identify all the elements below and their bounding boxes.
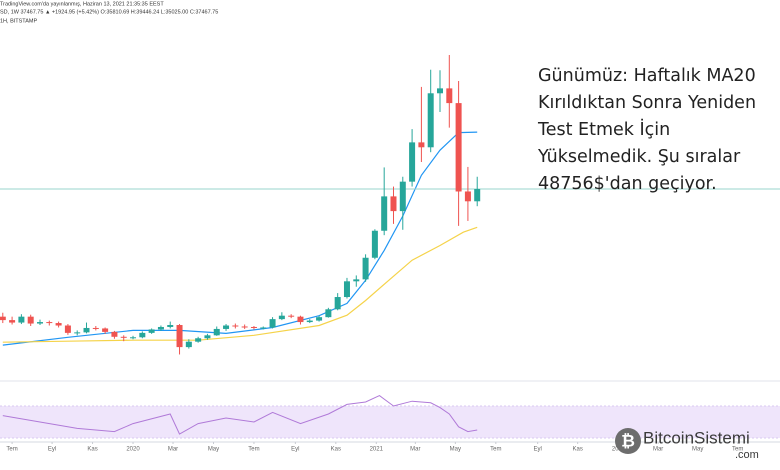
candle-body bbox=[278, 315, 285, 320]
candle-body bbox=[269, 319, 276, 328]
candle-body bbox=[130, 337, 137, 339]
annotation: Günümüz: Haftalık MA20 Kırıldıktan Sonra… bbox=[537, 66, 756, 194]
candle-body bbox=[139, 332, 146, 338]
candle-body bbox=[9, 320, 16, 323]
x-tick-label: May bbox=[450, 447, 461, 453]
rsi-line bbox=[2, 395, 478, 435]
candle-body bbox=[83, 327, 90, 333]
candle-body bbox=[250, 326, 257, 328]
candle-body bbox=[167, 325, 174, 327]
candle-body bbox=[64, 325, 71, 333]
header-ohlc: SD, 1W 37467.75 ▲ +1924.95 (+5.42%) O:35… bbox=[0, 9, 218, 15]
x-tick-label: May bbox=[208, 447, 219, 453]
candle-body bbox=[92, 327, 99, 329]
time-axis-strip bbox=[0, 442, 780, 470]
annotation-line: Günümüz: Haftalık MA20 bbox=[538, 66, 756, 86]
candle-body bbox=[474, 189, 481, 202]
candle-body bbox=[464, 191, 471, 202]
candle-body bbox=[316, 317, 323, 321]
header-published: TradingView.com'da yayınlanmış, Haziran … bbox=[0, 1, 164, 7]
x-tick-label: Kas bbox=[331, 447, 341, 453]
candle-body bbox=[27, 316, 34, 324]
x-tick-label: Mar bbox=[410, 447, 420, 453]
candle-body bbox=[213, 328, 220, 336]
rsi-band bbox=[0, 406, 780, 438]
x-tick-label: May bbox=[692, 447, 703, 453]
x-tick-label: Eyl bbox=[534, 447, 542, 453]
candle-body bbox=[409, 142, 416, 182]
logo-icon bbox=[615, 428, 641, 454]
price-panel bbox=[0, 54, 780, 355]
candle-body bbox=[399, 181, 406, 212]
candle-body bbox=[288, 315, 295, 317]
candle-body bbox=[74, 332, 81, 334]
candle-body bbox=[418, 142, 425, 148]
candle-body bbox=[176, 325, 183, 348]
candle-body bbox=[46, 322, 53, 324]
x-tick-label: 2020 bbox=[126, 447, 140, 453]
annotation-line: Test Etmek İçin bbox=[537, 119, 670, 140]
candle-body bbox=[390, 196, 397, 212]
candle-body bbox=[437, 88, 443, 94]
candle-body bbox=[55, 323, 62, 326]
candle-body bbox=[111, 331, 118, 337]
candle-body bbox=[157, 326, 164, 330]
candle-body bbox=[241, 326, 248, 328]
annotation-line: Kırıldıktan Sonra Yeniden bbox=[538, 93, 756, 113]
candle-body bbox=[343, 281, 350, 298]
header-indicator: 1H, BITSTAMP bbox=[0, 18, 38, 24]
x-tick-label: Mar bbox=[653, 447, 663, 453]
candle-body bbox=[260, 327, 267, 329]
candle-body bbox=[325, 309, 332, 318]
candle-body bbox=[362, 257, 369, 280]
x-tick-label: Mar bbox=[168, 447, 178, 453]
x-tick-label: 2021 bbox=[370, 447, 384, 453]
candle-body bbox=[334, 297, 341, 310]
x-tick-label: Tem bbox=[6, 447, 17, 453]
candle-body bbox=[195, 338, 202, 342]
candle-body bbox=[371, 230, 378, 258]
logo-icon-glyph: ₿ bbox=[621, 431, 635, 450]
logo-text: BitcoinSistemi bbox=[643, 428, 750, 447]
moving-average-line bbox=[2, 131, 478, 346]
moving-average-line bbox=[2, 226, 478, 343]
x-tick-label: Tem bbox=[490, 447, 501, 453]
candle-body bbox=[455, 103, 462, 192]
logo: ₿ BitcoinSistemi .com bbox=[615, 428, 759, 461]
x-tick-label: Tem bbox=[248, 447, 259, 453]
x-tick-label: Tem bbox=[732, 447, 743, 453]
logo-suffix: .com bbox=[735, 449, 759, 461]
candle-body bbox=[148, 329, 155, 333]
candle-body bbox=[37, 322, 43, 324]
candle-body bbox=[120, 336, 127, 338]
candle-body bbox=[297, 316, 304, 323]
x-tick-label: Kas bbox=[573, 447, 583, 453]
candle-body bbox=[204, 335, 211, 339]
candle-body bbox=[185, 341, 192, 348]
annotation-line: Yükselmedik. Şu sıralar bbox=[537, 147, 741, 167]
x-tick-label: Eyl bbox=[48, 447, 56, 453]
candle-body bbox=[446, 88, 453, 104]
candle-body bbox=[223, 325, 230, 329]
candle-body bbox=[102, 328, 109, 332]
candle-body bbox=[427, 93, 434, 148]
rsi-panel bbox=[0, 395, 780, 439]
candle-body bbox=[306, 320, 313, 323]
annotation-line: 48756$'dan geçiyor. bbox=[538, 174, 717, 194]
candle-body bbox=[18, 316, 25, 323]
x-tick-label: Kas bbox=[87, 447, 97, 453]
candle-body bbox=[232, 325, 239, 327]
candle-body bbox=[381, 196, 388, 231]
candle-body bbox=[353, 279, 360, 282]
candle-body bbox=[0, 316, 6, 321]
x-tick-label: Eyl bbox=[291, 447, 299, 453]
